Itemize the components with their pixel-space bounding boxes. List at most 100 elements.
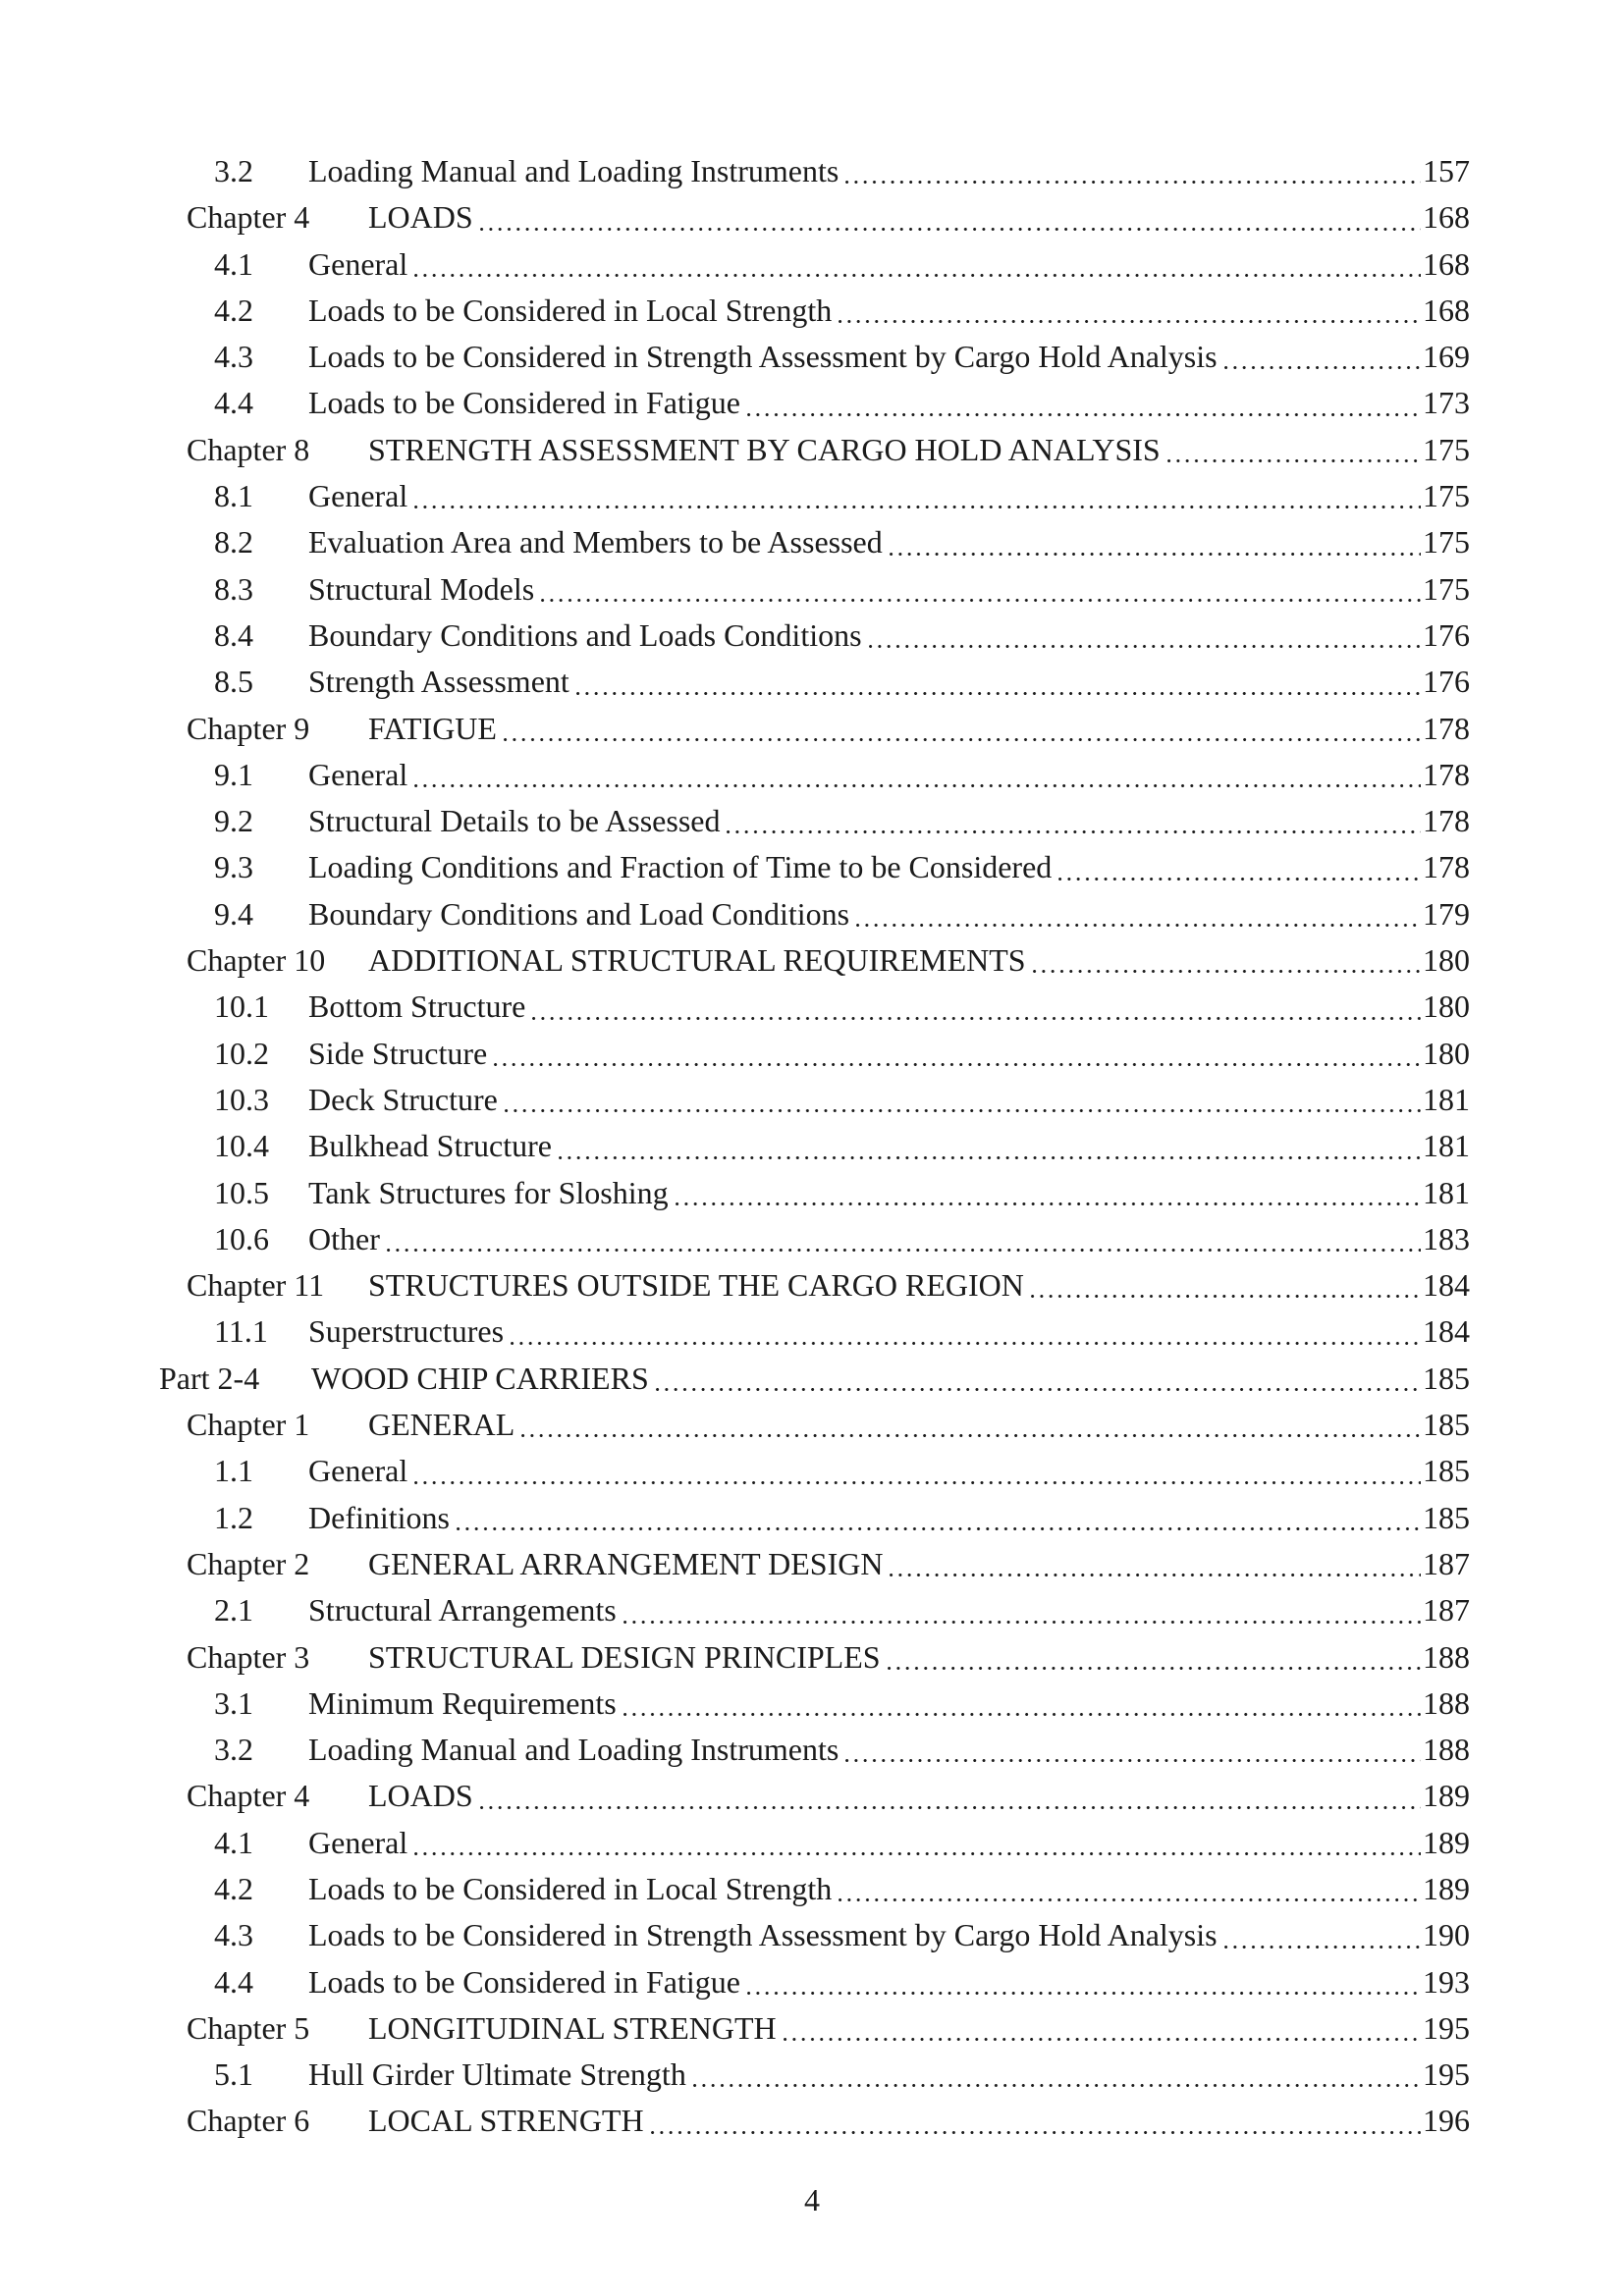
toc-entry-page-number: 184 xyxy=(1423,1313,1470,1350)
toc-entry-title: Evaluation Area and Members to be Assess… xyxy=(308,524,883,561)
toc-entry-page-number: 175 xyxy=(1423,431,1470,467)
toc-entry-page-number: 189 xyxy=(1423,1824,1470,1860)
toc-entry: 2.1 Structural Arrangements 187 xyxy=(0,1587,1470,1633)
toc-entry-number: 4.3 xyxy=(214,1917,253,1953)
toc-entry-number: 8.2 xyxy=(214,524,253,561)
dot-leader xyxy=(511,1340,1421,1346)
toc-entry-title: Boundary Conditions and Load Conditions xyxy=(308,895,850,932)
toc-entry-number: 9.2 xyxy=(214,803,253,839)
toc-entry-number: 11.1 xyxy=(214,1313,268,1350)
toc-entry-page-number: 190 xyxy=(1423,1917,1470,1953)
toc-entry: 9.3 Loading Conditions and Fraction of T… xyxy=(0,844,1470,890)
toc-entry-page-number: 185 xyxy=(1423,1453,1470,1489)
toc-entry-title: Loads to be Considered in Local Strength xyxy=(308,1870,833,1906)
toc-entry: 8.1 General 175 xyxy=(0,473,1470,519)
dot-leader xyxy=(746,411,1421,417)
toc-entry: 4.2 Loads to be Considered in Local Stre… xyxy=(0,288,1470,334)
toc-entry-page-number: 178 xyxy=(1423,710,1470,746)
toc-entry-title: Bulkhead Structure xyxy=(308,1128,552,1164)
toc-entry-title: GENERAL ARRANGEMENT DESIGN xyxy=(368,1545,884,1581)
dot-leader xyxy=(414,505,1421,510)
toc-entry-number: Chapter 6 xyxy=(187,2103,310,2139)
toc-entry: 4.1 General 168 xyxy=(0,241,1470,288)
toc-entry-title: Structural Arrangements xyxy=(308,1592,617,1629)
dot-leader xyxy=(889,551,1421,557)
toc-entry-page-number: 175 xyxy=(1423,524,1470,561)
dot-leader xyxy=(675,1201,1421,1206)
toc-entry: 1.1 General 185 xyxy=(0,1448,1470,1494)
toc-entry: 10.5 Tank Structures for Sloshing 181 xyxy=(0,1170,1470,1216)
toc-entry: 10.4 Bulkhead Structure 181 xyxy=(0,1123,1470,1169)
toc-entry-page-number: 178 xyxy=(1423,849,1470,885)
toc-entry-number: 4.2 xyxy=(214,292,253,328)
toc-entry-title: Boundary Conditions and Loads Conditions xyxy=(308,616,862,653)
toc-entry-page-number: 195 xyxy=(1423,2009,1470,2046)
dot-leader xyxy=(650,2129,1421,2135)
toc-entry-number: 3.1 xyxy=(214,1684,253,1721)
dot-leader xyxy=(1058,876,1421,881)
toc-entry-number: 8.4 xyxy=(214,616,253,653)
toc-entry-title: Loading Conditions and Fraction of Time … xyxy=(308,849,1053,885)
toc-entry: 10.6 Other 183 xyxy=(0,1216,1470,1262)
toc-entry: 10.1 Bottom Structure 180 xyxy=(0,984,1470,1030)
dot-leader xyxy=(575,690,1421,696)
toc-entry-number: Chapter 1 xyxy=(187,1407,310,1443)
toc-entry-title: General xyxy=(308,1824,408,1860)
toc-entry-title: Tank Structures for Sloshing xyxy=(308,1174,669,1210)
dot-leader xyxy=(623,1619,1421,1625)
toc-entry-page-number: 196 xyxy=(1423,2103,1470,2139)
toc-entry-number: 4.1 xyxy=(214,1824,253,1860)
toc-entry-page-number: 185 xyxy=(1423,1360,1470,1396)
toc-entry-page-number: 175 xyxy=(1423,570,1470,607)
toc-entry: 4.4 Loads to be Considered in Fatigue 19… xyxy=(0,1959,1470,2005)
toc-entry-title: Structural Details to be Assessed xyxy=(308,803,721,839)
toc-entry-title: General xyxy=(308,245,408,282)
toc-entry-title: General xyxy=(308,1453,408,1489)
dot-leader xyxy=(386,1248,1421,1254)
toc-entry: 4.3 Loads to be Considered in Strength A… xyxy=(0,1912,1470,1958)
toc-entry-page-number: 157 xyxy=(1423,153,1470,188)
toc-entry-number: 3.2 xyxy=(214,153,253,188)
toc-entry: 1.2 Definitions 185 xyxy=(0,1495,1470,1541)
toc-entry-title: STRENGTH ASSESSMENT BY CARGO HOLD ANALYS… xyxy=(368,431,1161,467)
toc-entry-title: LOCAL STRENGTH xyxy=(368,2103,644,2139)
dot-leader xyxy=(727,829,1421,835)
toc-entry-title: Other xyxy=(308,1220,380,1256)
toc-entry: 5.1 Hull Girder Ultimate Strength 195 xyxy=(0,2052,1470,2098)
toc-entry: 3.1 Minimum Requirements 188 xyxy=(0,1681,1470,1727)
dot-leader xyxy=(783,2037,1421,2043)
dot-leader xyxy=(456,1525,1421,1531)
toc-entry-number: 4.4 xyxy=(214,385,253,421)
dot-leader xyxy=(623,1712,1421,1718)
toc-entry-page-number: 180 xyxy=(1423,1035,1470,1071)
toc-entry-number: 2.1 xyxy=(214,1592,253,1629)
dot-leader xyxy=(1030,1294,1421,1300)
toc-entry-title: LOADS xyxy=(368,199,473,236)
toc-entry: 11.1 Superstructures 184 xyxy=(0,1308,1470,1355)
toc-entry-number: 4.2 xyxy=(214,1870,253,1906)
dot-leader xyxy=(558,1154,1421,1160)
toc-entry-number: 10.5 xyxy=(214,1174,269,1210)
dot-leader xyxy=(845,180,1421,186)
toc-entry: Part 2-4 WOOD CHIP CARRIERS 185 xyxy=(0,1356,1470,1402)
toc-entry-page-number: 183 xyxy=(1423,1220,1470,1256)
toc-entry-page-number: 188 xyxy=(1423,1684,1470,1721)
toc-entry-title: ADDITIONAL STRUCTURAL REQUIREMENTS xyxy=(368,942,1026,979)
toc-entry: Chapter 1 GENERAL 185 xyxy=(0,1402,1470,1448)
dot-leader xyxy=(479,226,1421,232)
toc-entry-title: LOADS xyxy=(368,1778,473,1814)
toc-entry-page-number: 176 xyxy=(1423,664,1470,700)
toc-entry-number: Chapter 5 xyxy=(187,2009,310,2046)
toc-entry-title: Definitions xyxy=(308,1499,450,1535)
toc-entry: 10.2 Side Structure 180 xyxy=(0,1031,1470,1077)
toc-entry-number: 5.1 xyxy=(214,2056,253,2093)
dot-leader xyxy=(1223,365,1421,371)
toc-entry-title: Loads to be Considered in Fatigue xyxy=(308,1963,740,2000)
dot-leader xyxy=(746,1990,1421,1996)
dot-leader xyxy=(414,783,1421,789)
toc-entry-number: 10.1 xyxy=(214,988,269,1025)
dot-leader xyxy=(494,1061,1421,1067)
toc-entry: Chapter 11 STRUCTURES OUTSIDE THE CARGO … xyxy=(0,1262,1470,1308)
toc-entry-page-number: 168 xyxy=(1423,199,1470,236)
toc-entry-title: Loads to be Considered in Strength Asses… xyxy=(308,339,1218,375)
